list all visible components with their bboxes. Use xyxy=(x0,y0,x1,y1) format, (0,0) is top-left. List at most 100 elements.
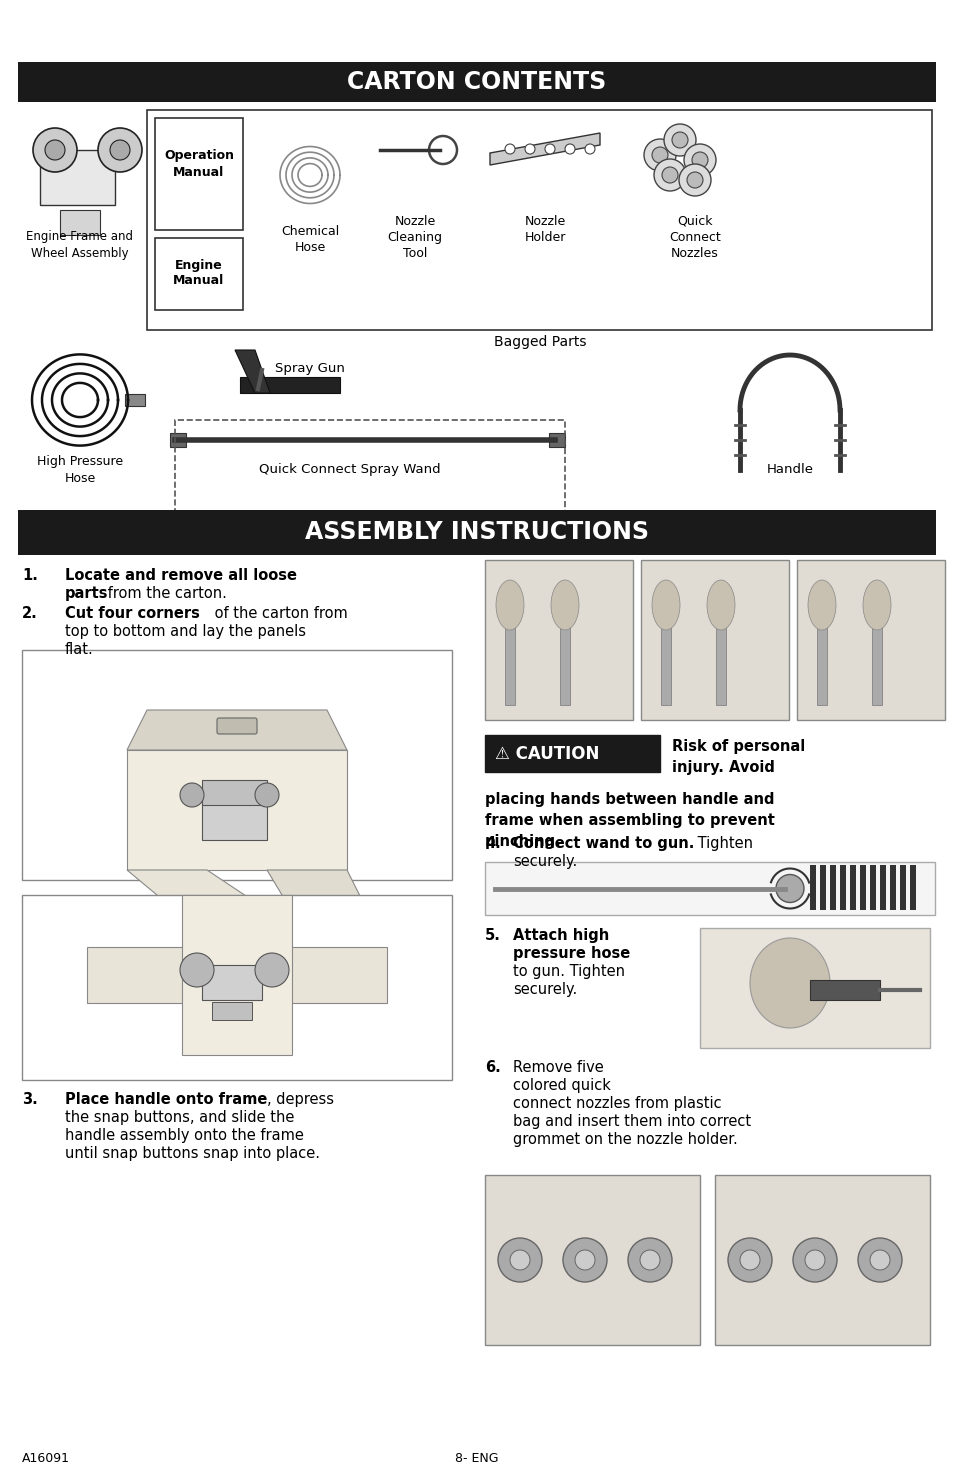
Circle shape xyxy=(544,145,555,153)
Text: 6.: 6. xyxy=(484,1061,500,1075)
Circle shape xyxy=(254,783,278,807)
Text: the snap buttons, and slide the: the snap buttons, and slide the xyxy=(65,1111,294,1125)
Bar xyxy=(212,1002,252,1021)
Text: until snap buttons snap into place.: until snap buttons snap into place. xyxy=(65,1146,319,1161)
Text: Place handle onto frame: Place handle onto frame xyxy=(65,1092,267,1108)
Text: colored quick: colored quick xyxy=(513,1078,610,1093)
Bar xyxy=(504,594,515,705)
Text: securely.: securely. xyxy=(513,854,577,869)
Circle shape xyxy=(33,128,77,173)
Circle shape xyxy=(180,783,204,807)
Text: CARTON CONTENTS: CARTON CONTENTS xyxy=(347,69,606,94)
Text: 1.: 1. xyxy=(22,568,38,583)
Text: 4.: 4. xyxy=(484,836,500,851)
Text: parts: parts xyxy=(65,586,109,600)
Bar xyxy=(202,780,267,805)
Text: connect nozzles from plastic: connect nozzles from plastic xyxy=(513,1096,720,1111)
Bar xyxy=(869,864,875,910)
Text: Engine Frame and
Wheel Assembly: Engine Frame and Wheel Assembly xyxy=(27,230,133,260)
Bar xyxy=(18,510,935,555)
Text: grommet on the nozzle holder.: grommet on the nozzle holder. xyxy=(513,1131,737,1148)
Bar xyxy=(889,864,895,910)
Ellipse shape xyxy=(862,580,890,630)
Bar xyxy=(716,594,725,705)
Text: from the carton.: from the carton. xyxy=(103,586,227,600)
Text: Bagged Parts: Bagged Parts xyxy=(494,335,586,350)
Circle shape xyxy=(643,139,676,171)
Text: handle assembly onto the frame: handle assembly onto the frame xyxy=(65,1128,304,1143)
Circle shape xyxy=(110,140,130,159)
Bar xyxy=(18,62,935,102)
Bar xyxy=(809,864,815,910)
Circle shape xyxy=(639,1249,659,1270)
Circle shape xyxy=(775,875,803,903)
Bar xyxy=(879,864,885,910)
Text: 3.: 3. xyxy=(22,1092,38,1108)
Circle shape xyxy=(740,1249,760,1270)
Text: to gun. Tighten: to gun. Tighten xyxy=(513,965,624,979)
Polygon shape xyxy=(127,709,347,749)
Bar xyxy=(840,864,845,910)
Bar xyxy=(484,1176,700,1345)
Circle shape xyxy=(651,148,667,164)
Text: Nozzle
Holder: Nozzle Holder xyxy=(524,215,565,243)
Text: Connect wand to gun.: Connect wand to gun. xyxy=(513,836,694,851)
Text: Cut four corners: Cut four corners xyxy=(65,606,200,621)
Circle shape xyxy=(857,1238,901,1282)
Polygon shape xyxy=(490,133,599,165)
Text: Engine
Manual: Engine Manual xyxy=(173,258,224,288)
Circle shape xyxy=(524,145,535,153)
Circle shape xyxy=(575,1249,595,1270)
Text: 5.: 5. xyxy=(484,928,500,943)
Text: Spray Gun: Spray Gun xyxy=(274,361,345,375)
Circle shape xyxy=(564,145,575,153)
Circle shape xyxy=(691,152,707,168)
Bar xyxy=(796,560,944,720)
Text: placing hands between handle and
frame when assembling to prevent
pinching.: placing hands between handle and frame w… xyxy=(484,792,774,850)
Circle shape xyxy=(683,145,716,176)
Bar xyxy=(40,150,115,205)
Ellipse shape xyxy=(496,580,523,630)
Ellipse shape xyxy=(551,580,578,630)
Bar xyxy=(849,864,855,910)
Ellipse shape xyxy=(706,580,734,630)
Bar xyxy=(60,209,100,235)
Bar xyxy=(22,895,452,1080)
Text: Remove five: Remove five xyxy=(513,1061,603,1075)
Bar xyxy=(174,420,564,550)
Bar xyxy=(202,799,267,839)
Bar xyxy=(484,560,633,720)
Bar xyxy=(154,237,243,310)
Text: Quick
Connect
Nozzles: Quick Connect Nozzles xyxy=(668,215,720,260)
Circle shape xyxy=(686,173,702,187)
Circle shape xyxy=(661,167,678,183)
Bar xyxy=(147,111,931,330)
Bar xyxy=(909,864,915,910)
Circle shape xyxy=(45,140,65,159)
Text: securely.: securely. xyxy=(513,982,577,997)
Text: Quick Connect Spray Wand: Quick Connect Spray Wand xyxy=(259,463,440,476)
Text: Locate and remove all loose: Locate and remove all loose xyxy=(65,568,296,583)
Circle shape xyxy=(663,124,696,156)
Circle shape xyxy=(727,1238,771,1282)
Bar xyxy=(809,979,879,1000)
Circle shape xyxy=(504,145,515,153)
Text: , depress: , depress xyxy=(267,1092,334,1108)
Text: Tighten: Tighten xyxy=(692,836,752,851)
Polygon shape xyxy=(127,870,267,920)
Text: flat.: flat. xyxy=(65,642,93,656)
Bar xyxy=(484,861,934,914)
Circle shape xyxy=(804,1249,824,1270)
Text: Handle: Handle xyxy=(765,463,813,476)
Circle shape xyxy=(627,1238,671,1282)
Text: Risk of personal
injury. Avoid: Risk of personal injury. Avoid xyxy=(671,739,804,774)
Bar xyxy=(202,965,262,1000)
Text: A16091: A16091 xyxy=(22,1451,70,1465)
Text: 8- ENG: 8- ENG xyxy=(455,1451,498,1465)
Text: ⚠ CAUTION: ⚠ CAUTION xyxy=(495,745,598,763)
Bar xyxy=(820,864,825,910)
Bar xyxy=(829,864,835,910)
Text: Attach high: Attach high xyxy=(513,928,609,943)
Bar xyxy=(170,434,186,447)
Bar xyxy=(859,864,865,910)
